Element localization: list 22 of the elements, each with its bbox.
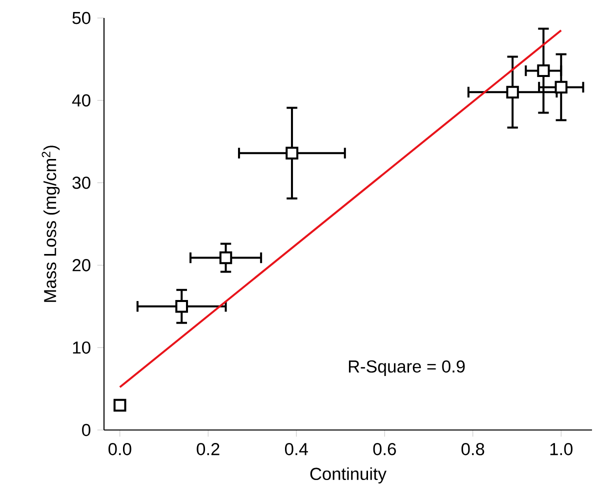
x-tick-label: 0.2 [196, 442, 220, 456]
point [219, 251, 232, 264]
x-axis-title: Continuity [310, 467, 386, 484]
x-tick-label: 1.0 [550, 442, 572, 456]
y-tick-label: 0 [82, 424, 90, 436]
x-tick-label: 0.0 [108, 442, 132, 456]
y-tick-label: 50 [72, 12, 90, 24]
point [554, 80, 568, 94]
y-tick-label: 10 [73, 341, 90, 354]
point [175, 300, 188, 313]
x-tick-label: 0.4 [285, 442, 308, 456]
x-tick-label: 0.6 [373, 442, 396, 456]
y-tick-label: 20 [72, 259, 90, 272]
point [506, 86, 519, 98]
point [114, 398, 126, 412]
point [537, 64, 550, 78]
y-axis-title: Mass Loss (mg/cm$^{2}$) [42, 146, 60, 302]
y-tick-label: 40 [72, 94, 90, 107]
y-tick-label: 30 [72, 176, 90, 189]
annotation: R-Square = 0.9 [348, 360, 465, 376]
point [286, 146, 298, 160]
x-tick-label: 0.8 [461, 442, 484, 456]
